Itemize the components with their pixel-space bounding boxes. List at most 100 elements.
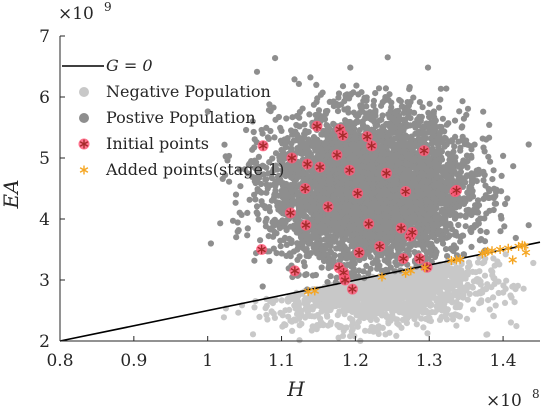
negative-point [484, 281, 491, 288]
positive-point [339, 83, 347, 90]
negative-point [336, 300, 343, 307]
negative-point [470, 306, 477, 313]
negative-point [220, 314, 227, 321]
negative-point [449, 283, 456, 290]
positive-point [313, 81, 320, 88]
positive-point [259, 130, 266, 137]
negative-point [484, 331, 491, 338]
positive-point [259, 283, 266, 290]
positive-point [423, 120, 430, 127]
positive-point [312, 111, 319, 119]
positive-point [456, 108, 463, 115]
positive-point [438, 123, 445, 131]
positive-point [410, 94, 417, 101]
positive-point [257, 237, 264, 244]
negative-point [463, 315, 471, 322]
positive-point [278, 146, 285, 154]
negative-point [263, 311, 270, 319]
negative-point [489, 272, 496, 279]
negative-point [481, 272, 489, 279]
negative-point [414, 293, 421, 300]
negative-point [494, 258, 501, 265]
negative-point [453, 322, 460, 329]
negative-point [491, 280, 498, 287]
positive-point [365, 270, 372, 277]
negative-point [454, 266, 461, 274]
positive-point [232, 191, 240, 198]
positive-point [457, 144, 464, 151]
negative-point [308, 327, 315, 334]
negative-point [262, 305, 269, 312]
negative-point [404, 288, 411, 295]
positive-point [464, 105, 472, 112]
positive-point [385, 96, 392, 103]
negative-point [410, 290, 417, 297]
negative-point [340, 324, 347, 331]
negative-point [375, 310, 382, 317]
negative-point [375, 290, 382, 297]
negative-point [502, 251, 509, 258]
negative-point [395, 289, 402, 296]
positive-point [310, 101, 317, 108]
negative-point [430, 280, 437, 287]
positive-point [500, 152, 507, 159]
negative-point [382, 331, 389, 338]
negative-point [480, 286, 487, 293]
negative-point [352, 306, 360, 313]
negative-point [375, 323, 382, 330]
negative-point [490, 313, 497, 320]
negative-point [340, 306, 347, 313]
positive-point [253, 203, 261, 210]
positive-point [335, 90, 343, 97]
negative-point [448, 296, 455, 303]
negative-point [530, 259, 537, 267]
negative-point [422, 273, 429, 280]
positive-point [306, 111, 313, 118]
negative-point [369, 305, 376, 312]
positive-point [375, 85, 383, 92]
negative-point [277, 309, 284, 316]
positive-point [301, 121, 308, 128]
positive-point [327, 273, 334, 280]
negative-point [449, 316, 457, 323]
negative-point [382, 300, 389, 307]
negative-point [358, 314, 365, 321]
positive-point [445, 120, 452, 127]
positive-point [460, 251, 467, 258]
negative-point [327, 306, 334, 314]
positive-point [234, 228, 241, 235]
negative-point [414, 272, 421, 279]
positive-point [386, 91, 393, 98]
negative-point [249, 331, 257, 338]
negative-point [366, 327, 373, 334]
negative-point [452, 304, 459, 311]
positive-point [347, 64, 354, 71]
negative-point [450, 278, 457, 285]
positive-point [283, 115, 290, 122]
negative-point [327, 319, 335, 326]
positive-point [416, 99, 423, 106]
negative-point [418, 315, 425, 322]
positive-point [350, 265, 357, 272]
positive-point [222, 172, 229, 179]
positive-point [455, 221, 462, 229]
positive-point [307, 74, 314, 81]
positive-point [483, 136, 490, 143]
positive-point [236, 166, 243, 173]
positive-point [451, 117, 459, 124]
negative-point [382, 277, 390, 284]
negative-point [314, 311, 321, 319]
positive-point [406, 84, 413, 91]
positive-point [277, 124, 284, 131]
negative-point [477, 278, 484, 285]
negative-point [353, 312, 360, 319]
positive-point [333, 274, 340, 281]
negative-point [317, 295, 324, 302]
positive-point [449, 226, 456, 233]
positive-point [437, 96, 444, 103]
positive-point [217, 220, 224, 227]
negative-point [457, 277, 464, 284]
positive-point [437, 85, 444, 92]
positive-point [317, 91, 324, 98]
positive-point [463, 152, 471, 159]
